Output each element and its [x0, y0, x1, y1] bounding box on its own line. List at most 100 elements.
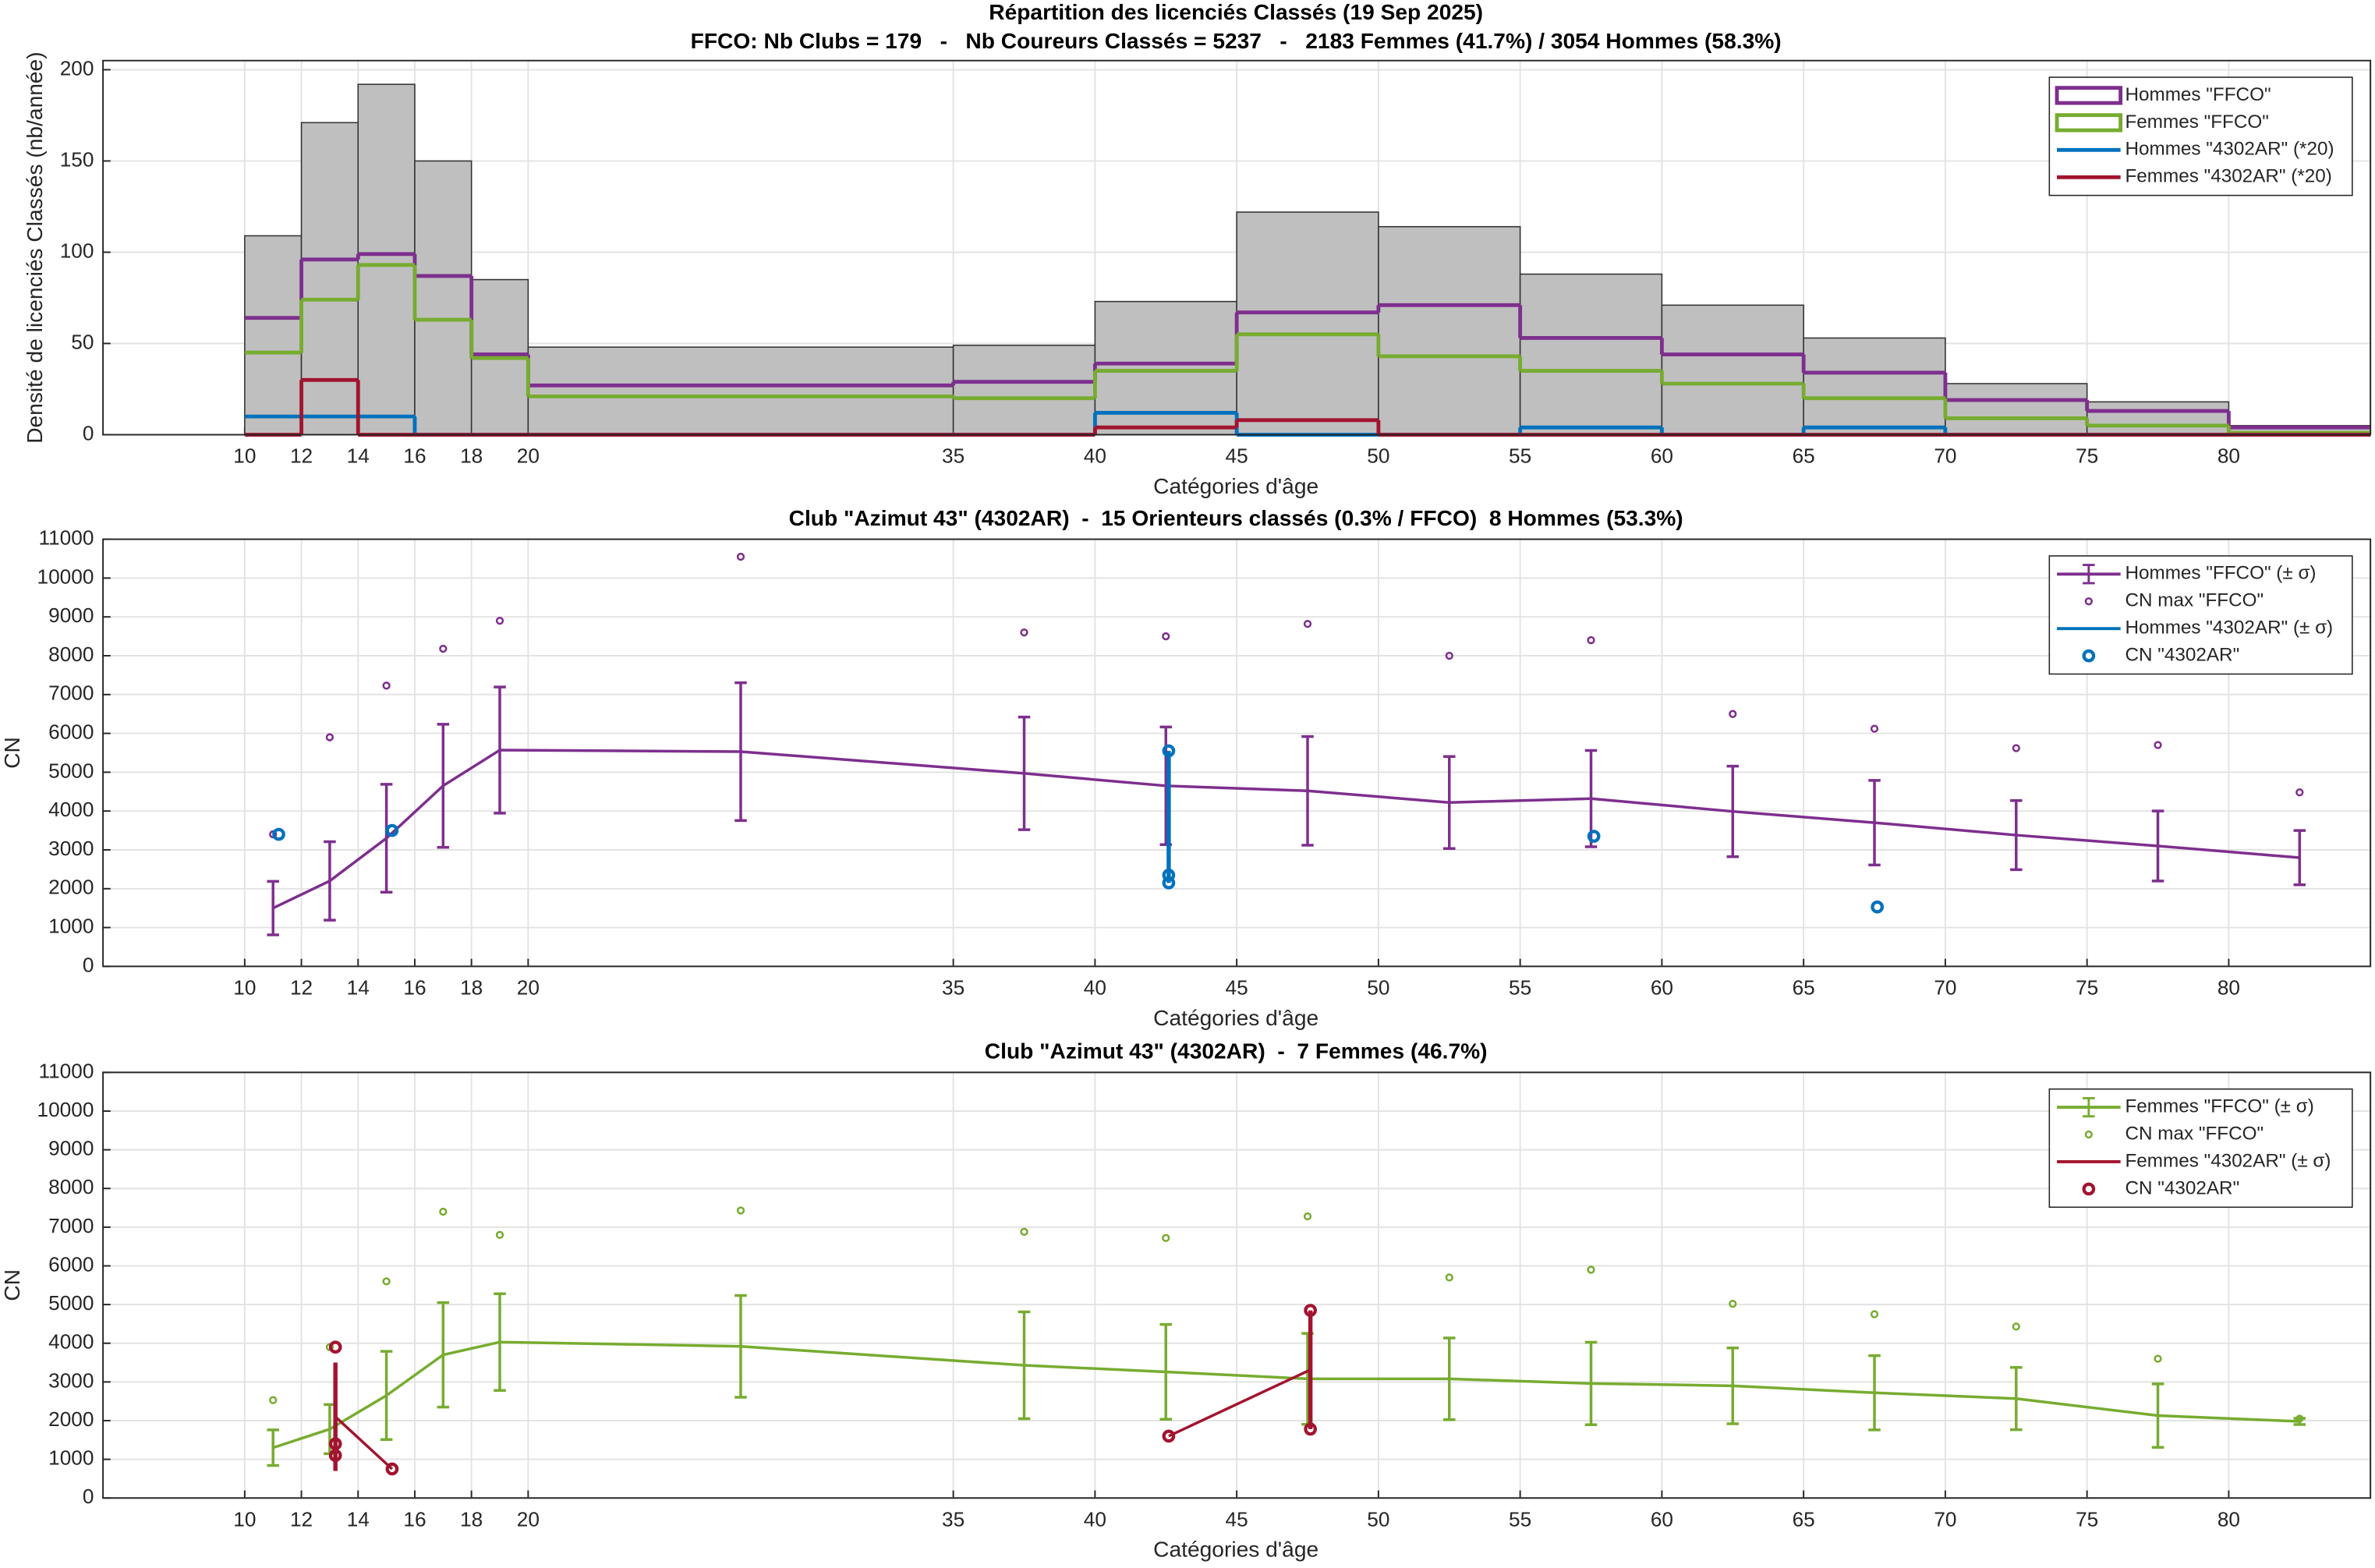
x-tick-label: 10	[233, 1507, 256, 1531]
y-tick-label: 0	[83, 421, 94, 444]
x-tick-label: 75	[2076, 444, 2098, 468]
marker	[1870, 724, 1879, 733]
y-tick-label: 7000	[48, 681, 94, 705]
marker	[439, 644, 448, 653]
chart-panel: 10 12 14 16 18 20 35 40 45 50 55 60 65 70 75 80 0 1000 200…	[0, 506, 2372, 1030]
marker	[1020, 628, 1028, 637]
marker	[736, 1206, 745, 1215]
error-bar	[437, 723, 450, 849]
legend-swatch	[2083, 564, 2095, 585]
error-bar	[267, 1428, 279, 1467]
histogram-bar	[527, 346, 954, 436]
marker	[382, 1277, 391, 1286]
x-tick-label: 35	[942, 975, 965, 999]
x-tick-label: 14	[347, 444, 370, 468]
x-tick-label: 10	[233, 444, 256, 468]
x-tick-label: 12	[290, 975, 313, 999]
x-tick-label: 35	[942, 1507, 965, 1531]
y-tick-label: 11000	[38, 526, 94, 549]
x-tick-label: 12	[290, 1507, 313, 1531]
y-tick-label: 8000	[48, 1175, 94, 1198]
y-tick-label: 5000	[48, 759, 94, 782]
y-tick-label: 2000	[48, 876, 94, 899]
x-tick-label: 14	[347, 975, 370, 999]
histogram-bar	[357, 83, 416, 436]
chart-title: Club "Azimut 43" (4302AR) - 7 Femmes (46…	[985, 1039, 1488, 1064]
marker	[325, 733, 334, 742]
marker	[272, 827, 285, 841]
y-tick-label: 10000	[37, 1098, 94, 1121]
y-tick-label: 7000	[48, 1214, 94, 1237]
marker	[439, 1207, 448, 1216]
axes-box	[102, 1071, 2372, 1499]
x-tick-label: 80	[2217, 444, 2240, 468]
x-tick-label: 55	[1509, 1507, 1531, 1531]
legend-swatch	[2083, 1096, 2095, 1118]
x-tick-label: 40	[1084, 1507, 1106, 1531]
x-tick-label: 55	[1509, 975, 1531, 999]
series-line	[334, 1368, 1311, 1471]
y-tick-label: 4000	[48, 1330, 94, 1354]
marker	[1162, 1234, 1170, 1242]
marker	[495, 617, 504, 625]
marker	[1304, 1422, 1318, 1436]
legend-label: CN max "FFCO"	[2125, 1123, 2264, 1144]
x-tick-label: 80	[2217, 975, 2240, 999]
x-tick-label: 75	[2076, 975, 2098, 999]
error-bar	[267, 880, 279, 936]
y-tick-label: 10000	[37, 565, 94, 588]
x-tick-label: 18	[460, 1507, 483, 1531]
x-tick-label: 20	[517, 1507, 540, 1531]
histogram-bar	[1803, 337, 1946, 436]
error-bar	[437, 1301, 450, 1409]
y-tick-label: 3000	[48, 837, 94, 860]
error-bar	[1018, 715, 1031, 831]
x-axis-label: Catégories d'âge	[1153, 474, 1318, 498]
y-tick-label: 8000	[48, 642, 94, 666]
y-tick-label: 1000	[48, 1446, 94, 1470]
y-tick-label: 5000	[48, 1291, 94, 1315]
error-bar	[1442, 1336, 1456, 1421]
chart-title: Répartition des licenciés Classés (19 Se…	[989, 0, 1483, 24]
y-axis-label: CN	[0, 1269, 24, 1301]
error-bar	[324, 840, 336, 922]
x-tick-label: 10	[233, 975, 256, 999]
error-bar	[380, 783, 393, 894]
marker	[736, 552, 745, 561]
histogram-bar	[300, 122, 359, 436]
marker	[1587, 635, 1595, 645]
x-tick-label: 20	[517, 444, 540, 468]
y-axis-label: CN	[0, 737, 24, 769]
y-tick-label: 100	[60, 239, 94, 262]
x-tick-label: 12	[290, 444, 313, 468]
chart-subtitle: FFCO: Nb Clubs = 179 - Nb Coureurs Class…	[691, 29, 1782, 53]
marker	[1162, 876, 1176, 890]
series-line	[272, 749, 2300, 910]
legend-swatch	[2055, 86, 2123, 105]
y-axis-label: Densité de licenciés Classés (nb/année)	[23, 51, 47, 443]
legend-label: Femmes "FFCO" (± σ)	[2125, 1095, 2313, 1117]
marker	[1587, 830, 1601, 843]
x-tick-label: 65	[1793, 444, 1815, 468]
error-bar	[2293, 829, 2306, 887]
x-tick-label: 75	[2076, 1507, 2098, 1531]
legend-swatch	[2084, 597, 2093, 606]
marker	[2295, 1414, 2304, 1423]
marker	[1303, 1212, 1312, 1221]
error-bar	[380, 1350, 393, 1442]
legend-label: Femmes "4302AR" (*20)	[2125, 166, 2331, 187]
histogram-bar	[952, 345, 1096, 436]
legend-label: Femmes "4302AR" (± σ)	[2125, 1150, 2331, 1171]
marker	[1162, 1429, 1176, 1443]
marker	[2154, 1354, 2162, 1363]
legend-label: Hommes "FFCO" (± σ)	[2125, 563, 2316, 584]
y-tick-label: 150	[60, 147, 94, 171]
marker	[385, 823, 399, 837]
marker	[328, 1340, 342, 1354]
y-tick-label: 9000	[48, 1137, 94, 1160]
histogram-bar	[1094, 300, 1237, 436]
marker	[1729, 710, 1737, 718]
histogram-bar	[1519, 273, 1663, 436]
error-bar	[734, 1294, 747, 1399]
x-tick-label: 65	[1793, 1507, 1815, 1531]
